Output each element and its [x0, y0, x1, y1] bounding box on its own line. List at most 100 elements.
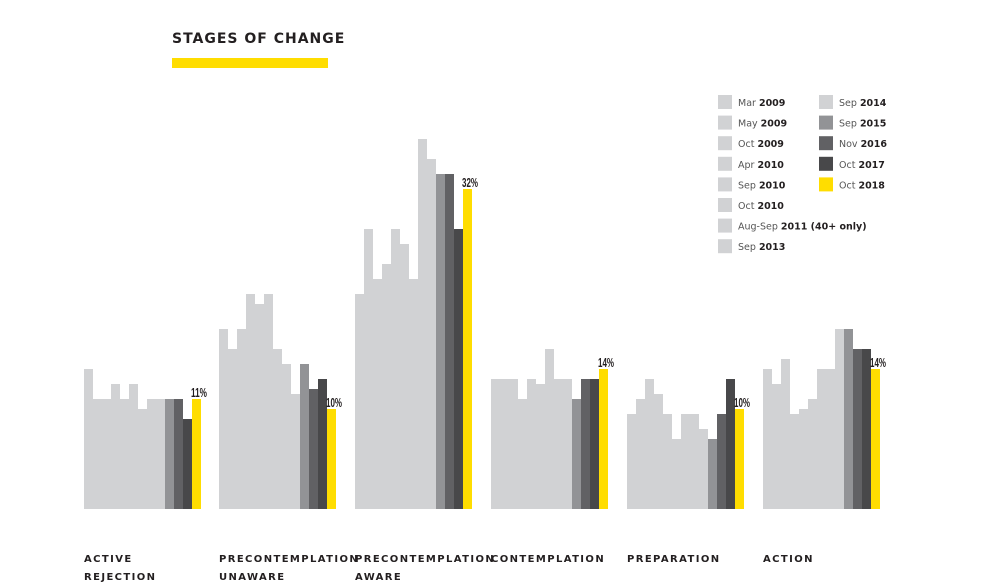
legend-label: Sep 2010: [738, 180, 786, 191]
bar: [93, 399, 102, 509]
bar: [599, 369, 608, 509]
category-label: CONTEMPLATION: [491, 554, 605, 565]
bar: [853, 349, 862, 509]
bar: [500, 379, 509, 509]
legend-swatch: [718, 156, 732, 171]
bar: [527, 379, 536, 509]
bar: [554, 379, 563, 509]
bar: [219, 329, 228, 509]
bar: [391, 229, 400, 509]
bar: [491, 379, 500, 509]
bar: [246, 294, 255, 509]
bar: [772, 384, 781, 509]
bar: [536, 384, 545, 509]
category-label: REJECTION: [84, 572, 156, 583]
legend-label: Nov 2016: [839, 139, 887, 150]
legend-swatch: [819, 136, 833, 151]
bar: [799, 409, 808, 509]
bar: [790, 414, 799, 509]
bar: [826, 369, 835, 509]
bar: [120, 399, 129, 509]
bar: [463, 189, 472, 509]
category-label: PRECONTEMPLATION: [355, 554, 495, 565]
category-label: ACTIVE: [84, 554, 133, 565]
bar: [436, 174, 445, 509]
data-label: 14%: [598, 355, 614, 370]
data-label: 14%: [870, 355, 886, 370]
bar: [111, 384, 120, 509]
category-label: PREPARATION: [627, 554, 721, 565]
bar: [654, 394, 663, 509]
bar: [844, 329, 853, 509]
bar: [835, 329, 844, 509]
bar: [690, 414, 699, 509]
bar: [781, 359, 790, 509]
bar: [147, 399, 156, 509]
bar: [165, 399, 174, 509]
bar: [663, 414, 672, 509]
bar: [364, 229, 373, 509]
bar: [355, 294, 364, 509]
legend-swatch: [718, 115, 732, 130]
data-label: 11%: [191, 385, 207, 400]
bar: [817, 369, 826, 509]
legend-swatch: [718, 95, 732, 109]
bar: [726, 379, 735, 509]
bar: [318, 379, 327, 509]
legend-label: Apr 2010: [738, 160, 784, 171]
bar: [427, 159, 436, 509]
bar: [273, 349, 282, 509]
legend-swatch: [718, 136, 732, 151]
legend-swatch: [819, 95, 833, 109]
legend-label: Oct 2018: [839, 180, 885, 191]
bar: [871, 369, 880, 509]
bar: [228, 349, 237, 509]
bar: [300, 364, 309, 509]
legend-label: Sep 2015: [839, 119, 886, 130]
bar: [735, 409, 744, 509]
category-label: PRECONTEMPLATION: [219, 554, 359, 565]
bar: [563, 379, 572, 509]
bar: [400, 244, 409, 509]
bar: [174, 399, 183, 509]
bar: [699, 429, 708, 509]
bar: [717, 414, 726, 509]
bar: [645, 379, 654, 509]
bar: [192, 399, 201, 509]
bar: [672, 439, 681, 509]
bar: [237, 329, 246, 509]
legend-swatch: [718, 177, 732, 192]
category-label: ACTION: [763, 554, 814, 565]
legend-label: Sep 2014: [839, 98, 887, 109]
data-label: 10%: [326, 395, 342, 410]
legend-swatch: [718, 239, 732, 254]
bar: [545, 349, 554, 509]
bar: [518, 399, 527, 509]
bar: [373, 279, 382, 509]
legend-swatch: [819, 156, 833, 171]
bar: [291, 394, 300, 509]
bar: [627, 414, 636, 509]
bar: [102, 399, 111, 509]
data-label: 10%: [734, 395, 750, 410]
bar: [418, 139, 427, 509]
legend-label: Oct 2010: [738, 201, 784, 212]
legend-label: Sep 2013: [738, 242, 785, 253]
bar: [327, 409, 336, 509]
chart-title: STAGES OF CHANGE: [172, 31, 346, 47]
category-label: AWARE: [355, 572, 402, 583]
bar: [708, 439, 717, 509]
bar: [681, 414, 690, 509]
category-label: UNAWARE: [219, 572, 285, 583]
bar: [590, 379, 599, 509]
legend-label: Mar 2009: [738, 98, 785, 109]
bar: [255, 304, 264, 509]
bar: [454, 229, 463, 509]
legend-swatch: [718, 198, 732, 212]
legend-label: Oct 2017: [839, 160, 885, 171]
bar: [84, 369, 93, 509]
bar: [264, 294, 273, 509]
bar: [183, 419, 192, 509]
bar: [763, 369, 772, 509]
legend-swatch: [718, 218, 732, 233]
